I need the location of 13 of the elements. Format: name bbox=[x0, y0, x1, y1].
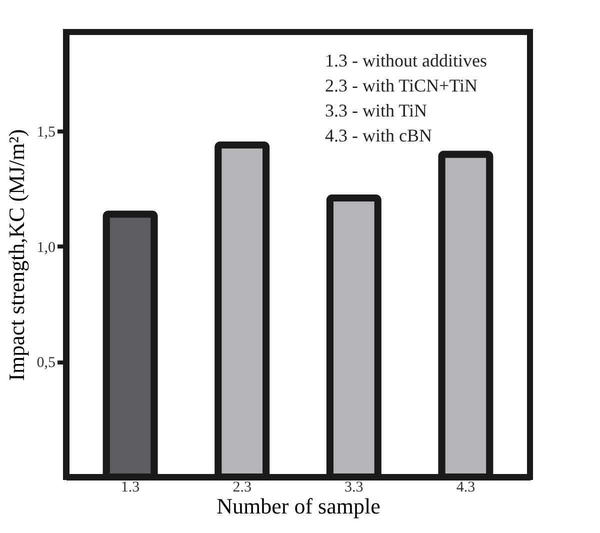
x-tick-label: 4.3 bbox=[456, 480, 476, 496]
x-axis-title: Number of sample bbox=[216, 494, 380, 518]
x-tick-label: 3.3 bbox=[344, 480, 364, 496]
y-axis-title: Impact strength,KC (MJ/m²) bbox=[4, 129, 29, 381]
y-tick-label: 1,0 bbox=[36, 240, 56, 256]
x-tick-label: 2.3 bbox=[232, 480, 252, 496]
annotation: 2.3 - with TiCN+TiN bbox=[325, 76, 478, 96]
y-tick-label: 1,5 bbox=[36, 124, 56, 141]
x-tick-label: 1.3 bbox=[120, 480, 140, 496]
annotation: 4.3 - with cBN bbox=[325, 126, 432, 146]
annotation: 1.3 - without additives bbox=[325, 50, 487, 70]
annotation: 3.3 - with TiN bbox=[325, 100, 428, 120]
y-tick-label: 0,5 bbox=[36, 355, 56, 372]
